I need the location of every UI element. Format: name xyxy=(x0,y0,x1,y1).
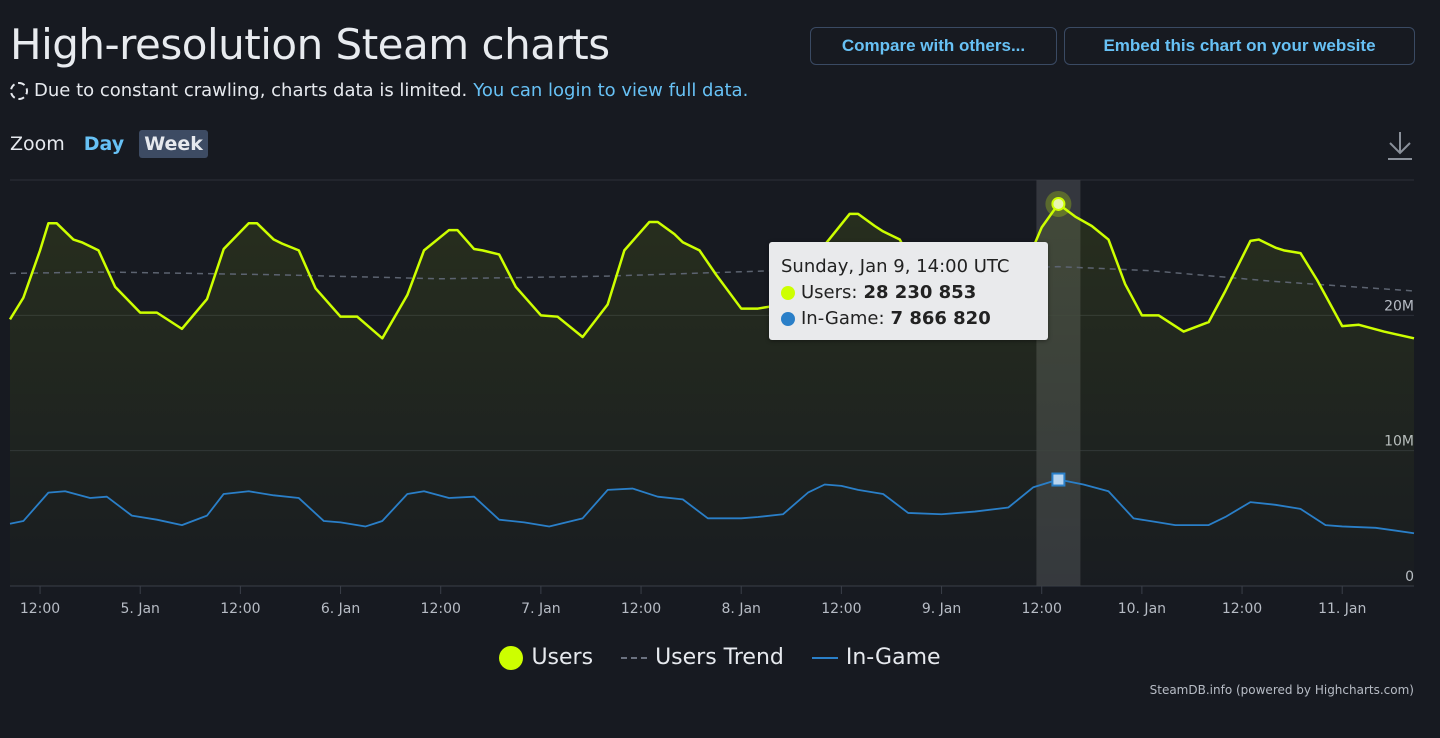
tooltip-users-row: Users: 28 230 853 xyxy=(781,280,1036,306)
chart-credits[interactable]: SteamDB.info (powered by Highcharts.com) xyxy=(1149,683,1414,697)
trend-legend-icon xyxy=(621,656,648,659)
x-tick-label: 6. Jan xyxy=(321,601,360,617)
x-tick-label: 12:00 xyxy=(621,601,661,617)
tooltip-ingame-value: 7 866 820 xyxy=(890,308,991,329)
users-line xyxy=(8,202,1415,340)
tooltip-ingame-label: In-Game: xyxy=(801,308,885,329)
x-tick-label: 12:00 xyxy=(220,601,260,617)
x-tick-label: 12:00 xyxy=(1022,601,1062,617)
loading-spinner-icon xyxy=(10,81,28,100)
legend-trend-label: Users Trend xyxy=(655,645,784,670)
compare-button[interactable]: Compare with others... xyxy=(810,27,1057,65)
legend-ingame-label: In-Game xyxy=(845,645,941,670)
legend-item-ingame[interactable]: In-Game xyxy=(811,645,941,670)
zoom-label: Zoom xyxy=(10,133,65,155)
x-tick-label: 12:00 xyxy=(421,601,461,617)
data-limited-notice: Due to constant crawling, charts data is… xyxy=(10,80,748,101)
users-point xyxy=(1051,196,1066,211)
x-tick-label: 12:00 xyxy=(821,601,861,617)
ingame-legend-icon xyxy=(811,656,838,659)
chart-legend: Users Users Trend In-Game xyxy=(0,645,1440,670)
x-tick-label: 7. Jan xyxy=(521,601,560,617)
x-tick-label: 10. Jan xyxy=(1118,601,1166,617)
y-tick-label: 20M xyxy=(1384,298,1414,314)
users-dot-icon xyxy=(781,286,795,300)
ingame-point xyxy=(1051,472,1066,487)
tooltip-users-label: Users: xyxy=(801,282,858,303)
x-tick-label: 8. Jan xyxy=(722,601,761,617)
tooltip-date: Sunday, Jan 9, 14:00 UTC xyxy=(781,256,1010,277)
page-title: High-resolution Steam charts xyxy=(10,20,610,69)
users-legend-icon xyxy=(499,645,524,670)
zoom-controls: Zoom Day Week xyxy=(10,130,218,158)
ingame-line xyxy=(9,478,1415,535)
zoom-day-button[interactable]: Day xyxy=(83,133,125,155)
chart-tooltip: Sunday, Jan 9, 14:00 UTC Users: 28 230 8… xyxy=(769,242,1048,340)
users-area xyxy=(10,203,1414,586)
login-link[interactable]: You can login to view full data. xyxy=(473,80,749,101)
x-tick-label: 11. Jan xyxy=(1318,601,1366,617)
embed-chart-button[interactable]: Embed this chart on your website xyxy=(1064,27,1415,65)
legend-users-label: Users xyxy=(531,645,594,670)
x-tick-label: 12:00 xyxy=(1222,601,1262,617)
tooltip-ingame-row: In-Game: 7 866 820 xyxy=(781,306,1036,332)
x-tick-label: 12:00 xyxy=(20,601,60,617)
x-tick-label: 9. Jan xyxy=(922,601,961,617)
download-icon[interactable] xyxy=(1386,130,1414,162)
legend-item-users-trend[interactable]: Users Trend xyxy=(621,645,784,670)
zoom-week-button[interactable]: Week xyxy=(139,130,208,158)
tooltip-users-value: 28 230 853 xyxy=(863,282,977,303)
ingame-dot-icon xyxy=(781,312,795,326)
notice-text: Due to constant crawling, charts data is… xyxy=(34,80,468,101)
legend-item-users[interactable]: Users xyxy=(499,645,593,670)
x-tick-label: 5. Jan xyxy=(121,601,160,617)
